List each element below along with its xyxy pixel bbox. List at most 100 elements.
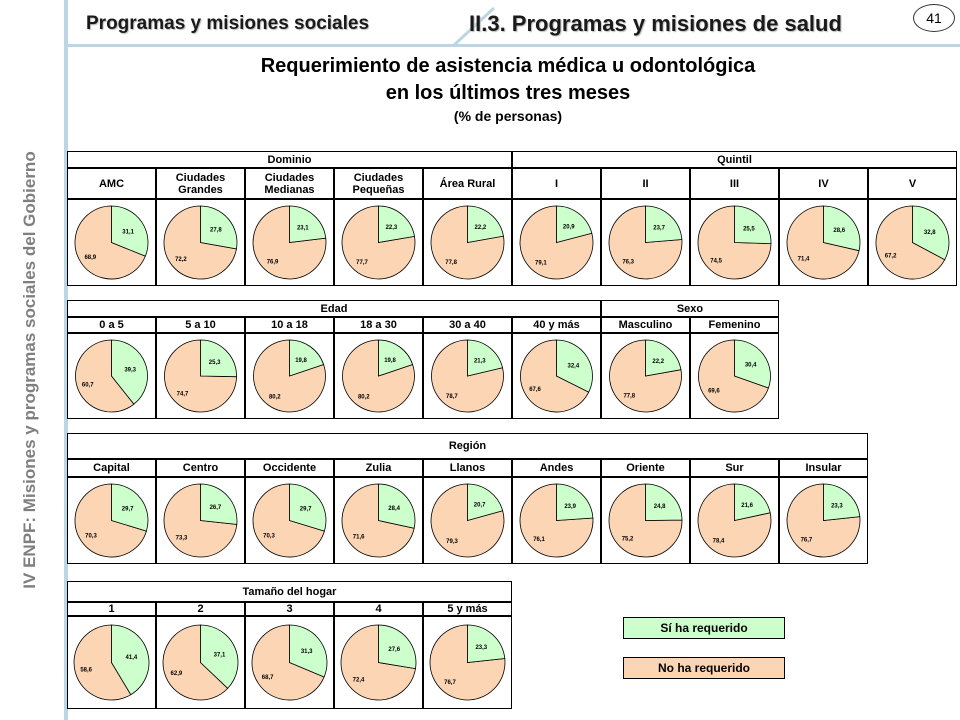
pie-value-yes: 21,6 [741, 503, 753, 509]
pie-3-1: 30,4 69,6 [698, 339, 771, 413]
pie-value-no: 69,6 [708, 389, 720, 395]
pie-slice-no [252, 205, 327, 280]
pie-2-3: 19,8 80,2 [342, 339, 415, 413]
pie-value-yes: 22,3 [386, 225, 398, 231]
pie-slice-no [608, 483, 683, 558]
pie-0-3: 22,3 77,7 [341, 205, 416, 280]
pie-0-2: 23,1 76,9 [252, 205, 327, 280]
category-label: Ciudades Medianas [245, 168, 334, 199]
pie-slice-yes [467, 483, 504, 522]
pie-4-2: 29,7 70,3 [252, 483, 327, 558]
pie-value-no: 71,4 [798, 256, 810, 262]
title-line-2: en los últimos tres meses [385, 82, 631, 104]
pie-value-yes: 30,4 [745, 363, 757, 369]
pie-cell: 23,3 76,7 [423, 616, 512, 709]
pie-0-4: 22,2 77,8 [430, 205, 505, 280]
pie-slice-no [73, 624, 132, 701]
pie-value-yes: 22,2 [475, 225, 487, 231]
pie-cell: 27,8 72,2 [156, 199, 245, 286]
legend-no: No ha requerido [623, 657, 785, 679]
title-unit: (% de personas) [453, 108, 563, 124]
pie-slice-yes [111, 483, 149, 532]
category-label: Femenino [690, 317, 779, 333]
category-label: II [601, 168, 690, 199]
pie-value-no: 62,9 [171, 671, 183, 677]
pie-slice-yes [645, 339, 682, 377]
pie-cell: 19,8 80,2 [245, 333, 334, 419]
pie-slice-yes [111, 205, 149, 257]
category-label: 2 [156, 602, 245, 616]
header-divider [451, 6, 496, 46]
pie-slice-yes [467, 205, 504, 243]
pie-cell: 23,9 76,1 [512, 477, 601, 564]
header-rule [68, 44, 960, 47]
pie-slice-no [429, 624, 506, 701]
pie-cell: 30,4 69,6 [690, 333, 779, 419]
pie-value-yes: 20,7 [474, 503, 486, 509]
pie-slice-no [74, 205, 146, 280]
pie-value-yes: 29,7 [122, 507, 134, 513]
pie-value-no: 68,7 [262, 675, 274, 681]
pie-slice-yes [378, 339, 414, 377]
pie-value-yes: 37,1 [214, 652, 226, 658]
category-label: IV [779, 168, 868, 199]
pie-0-0: 31,1 68,9 [74, 205, 149, 280]
pie-value-no: 77,8 [623, 393, 635, 399]
category-label: Llanos [423, 459, 512, 477]
pie-1-2: 25,5 74,5 [697, 205, 772, 280]
pie-value-yes: 29,7 [300, 507, 312, 513]
category-label: 30 a 40 [423, 317, 512, 333]
pie-slice-yes [556, 483, 594, 521]
group-header: Quintil [512, 151, 957, 168]
pie-slice-no [519, 205, 594, 280]
pie-slice-no [875, 205, 946, 280]
pie-value-no: 79,1 [535, 261, 547, 267]
pie-slice-no [164, 339, 237, 413]
pie-slice-yes [378, 483, 416, 529]
pie-value-no: 79,3 [446, 539, 458, 545]
legend-yes: Sí ha requerido [623, 617, 785, 639]
pie-cell: 29,7 70,3 [67, 477, 156, 564]
pie-value-no: 74,7 [177, 392, 189, 398]
category-label: 1 [67, 602, 156, 616]
pie-value-yes: 19,8 [384, 358, 396, 364]
pie-1-4: 32,8 67,2 [875, 205, 950, 280]
pie-slice-yes [289, 339, 325, 377]
pie-value-yes: 41,4 [126, 655, 138, 661]
group-header: Dominio [67, 151, 512, 168]
category-label: Zulia [334, 459, 423, 477]
category-label: 4 [334, 602, 423, 616]
pie-cell: 28,6 71,4 [779, 199, 868, 286]
category-label: I [512, 168, 601, 199]
pie-value-yes: 25,5 [743, 227, 755, 233]
group-header: Sexo [601, 300, 779, 317]
pie-value-no: 70,3 [85, 534, 97, 540]
pie-slice-no [786, 205, 860, 280]
pie-value-no: 76,9 [267, 260, 279, 266]
chart-title: Requerimiento de asistencia médica u odo… [68, 52, 948, 126]
category-label: Masculino [601, 317, 690, 333]
pie-value-no: 76,7 [801, 538, 813, 544]
pie-slice-yes [734, 339, 771, 389]
pie-value-yes: 20,9 [563, 225, 575, 231]
pie-value-yes: 31,1 [122, 229, 134, 235]
pie-value-yes: 22,2 [652, 359, 664, 365]
pie-value-no: 58,6 [80, 668, 92, 674]
pie-2-2: 19,8 80,2 [253, 339, 326, 413]
category-label: 40 y más [512, 317, 601, 333]
pie-value-no: 70,3 [263, 534, 275, 540]
pie-value-yes: 28,4 [388, 506, 400, 512]
pie-cell: 22,3 77,7 [334, 199, 423, 286]
pie-slice-no [74, 483, 147, 558]
pie-slice-yes [289, 483, 327, 532]
pie-2-4: 21,3 78,7 [431, 339, 504, 413]
pie-slice-yes [823, 483, 861, 521]
pie-value-no: 73,3 [176, 536, 188, 542]
category-label: Occidente [245, 459, 334, 477]
pie-cell: 27,6 72,4 [334, 616, 423, 709]
pie-slice-yes [645, 483, 683, 521]
pie-4-8: 23,3 76,7 [786, 483, 861, 558]
pie-cell: 23,3 76,7 [779, 477, 868, 564]
pie-slice-no [252, 483, 325, 558]
pie-5-4: 23,3 76,7 [429, 624, 506, 701]
